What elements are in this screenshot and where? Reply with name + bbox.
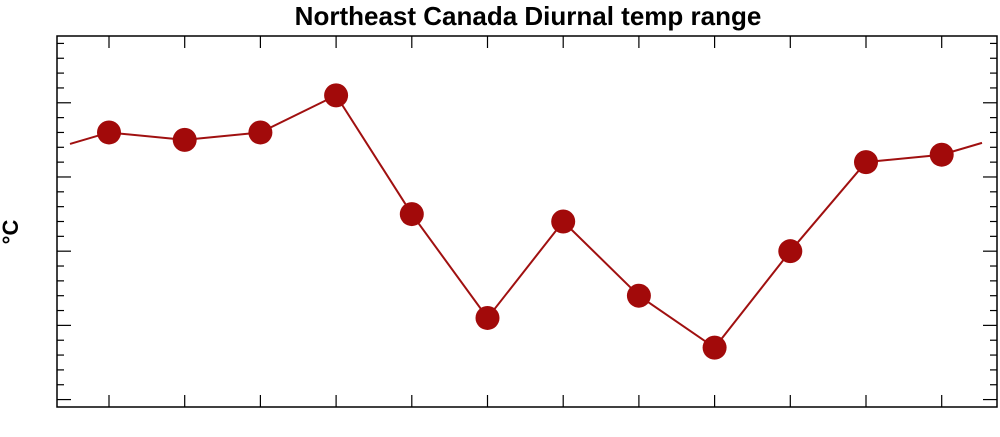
- data-point: [97, 120, 121, 145]
- data-point: [551, 209, 576, 234]
- data-point: [248, 120, 273, 145]
- data-point: [929, 142, 954, 167]
- plot-area: [56, 35, 998, 408]
- chart-title: Northeast Canada Diurnal temp range: [295, 1, 762, 31]
- data-point: [778, 239, 803, 264]
- series-line: [69, 94, 983, 349]
- data-point: [702, 335, 727, 360]
- data-point: [324, 83, 349, 108]
- data-point: [854, 150, 878, 175]
- data-point: [626, 283, 651, 308]
- data-point: [172, 127, 197, 152]
- y-axis-label: °C: [0, 220, 23, 245]
- plot-frame: [56, 35, 998, 408]
- data-point: [475, 305, 500, 330]
- data-point: [399, 202, 424, 227]
